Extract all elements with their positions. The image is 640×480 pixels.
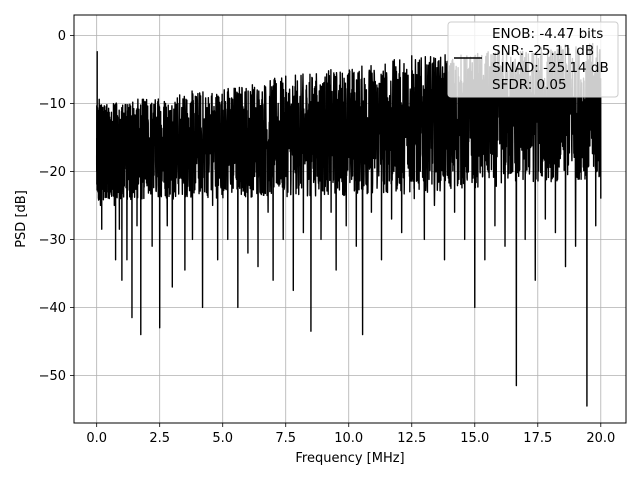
x-tick-label: 0.0	[86, 431, 107, 446]
legend-entry: SNR: -25.11 dB	[492, 43, 594, 59]
x-axis-ticks: 0.0 2.5 5.0 7.5 10.0 12.5 15.0 17.5 20.0	[86, 423, 615, 446]
x-tick-label: 15.0	[460, 431, 489, 446]
x-tick-label: 5.0	[212, 431, 233, 446]
y-axis-ticks: 0 −10 −20 −30 −40 −50	[39, 29, 74, 384]
x-tick-label: 12.5	[397, 431, 426, 446]
x-tick-label: 7.5	[275, 431, 296, 446]
plot-frame	[73, 14, 627, 424]
legend-box	[447, 21, 619, 98]
y-tick-label: −50	[39, 369, 66, 384]
y-tick-label: −40	[39, 301, 66, 316]
y-tick-label: −10	[39, 97, 66, 112]
y-tick-label: 0	[58, 29, 66, 44]
y-tick-label: −20	[39, 165, 66, 180]
y-axis-label: PSD [dB]	[14, 190, 29, 248]
x-tick-label: 17.5	[523, 431, 552, 446]
legend-entry: ENOB: -4.47 bits	[492, 26, 603, 42]
x-axis-label: Frequency [MHz]	[295, 451, 404, 466]
x-tick-label: 10.0	[334, 431, 363, 446]
x-tick-label: 20.0	[586, 431, 615, 446]
y-tick-label: −30	[39, 233, 66, 248]
legend-entry: SINAD: -25.14 dB	[492, 60, 609, 76]
legend-entry: SFDR: 0.05	[492, 77, 567, 93]
x-tick-label: 2.5	[149, 431, 170, 446]
